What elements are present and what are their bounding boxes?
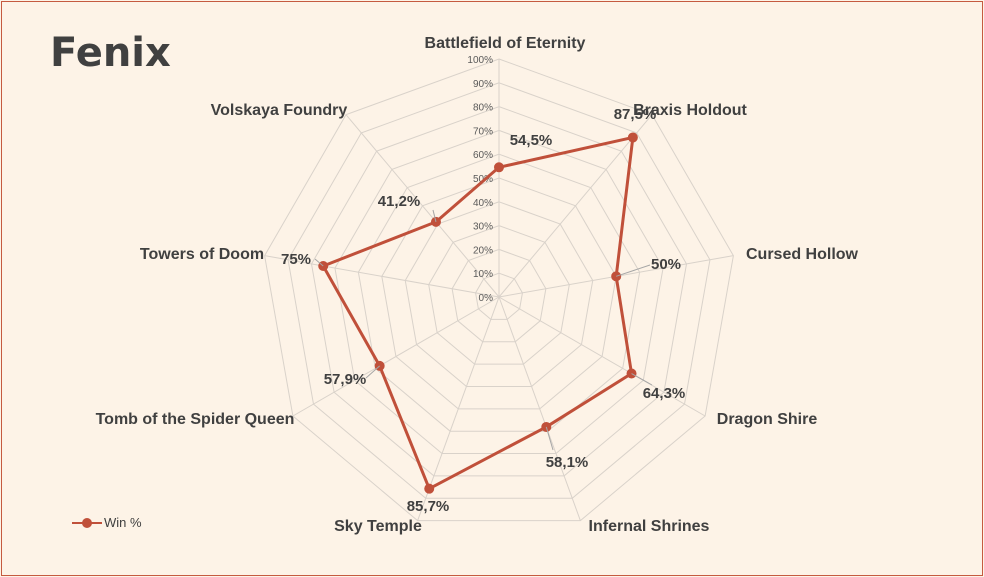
label-leader-line (631, 373, 653, 386)
legend-marker-icon (72, 517, 102, 529)
category-label: Braxis Holdout (633, 102, 747, 119)
tick-label: 20% (473, 245, 493, 256)
grid-ring (475, 272, 523, 320)
legend-label: Win % (104, 515, 142, 530)
category-label: Volskaya Foundry (211, 102, 348, 119)
tick-label: 100% (467, 55, 493, 66)
category-label: Dragon Shire (717, 411, 818, 428)
tick-label: 70% (473, 126, 493, 137)
tick-label: 0% (479, 293, 494, 304)
tick-label: 10% (473, 269, 493, 280)
grid-ring (428, 225, 570, 365)
tick-label: 90% (473, 79, 493, 90)
grid-spoke (417, 296, 500, 521)
data-label: 57,9% (324, 371, 367, 388)
data-label: 50% (651, 256, 681, 273)
data-label: 64,3% (643, 385, 686, 402)
data-label: 41,2% (378, 193, 421, 210)
category-label: Cursed Hollow (746, 246, 859, 263)
data-label: 85,7% (407, 498, 450, 515)
label-leader-line (616, 264, 651, 277)
grid-spoke (345, 114, 500, 298)
grid-ring (264, 58, 734, 522)
data-point (494, 162, 504, 173)
data-label: 54,5% (510, 132, 553, 149)
grid-ring (404, 201, 594, 387)
grid-ring (381, 177, 617, 410)
data-point (424, 483, 435, 494)
label-leader-line (314, 258, 324, 267)
tick-label: 80% (473, 103, 493, 114)
grid-ring (357, 153, 641, 432)
tick-label: 60% (473, 150, 493, 161)
grid-ring (287, 82, 711, 499)
grid-ring (451, 248, 547, 343)
grid-spoke (498, 296, 706, 417)
label-leader-line (432, 209, 437, 223)
data-point (627, 132, 638, 143)
data-label: 58,1% (546, 454, 589, 471)
data-label: 87,5% (614, 106, 657, 123)
series-line (321, 135, 635, 491)
category-label: Infernal Shrines (589, 518, 710, 535)
tick-label: 30% (473, 222, 493, 233)
label-leader-line (365, 365, 380, 379)
legend: Win % (72, 515, 142, 530)
chart-title: Fenix (50, 30, 171, 76)
category-label: Tomb of the Spider Queen (96, 411, 295, 428)
category-label: Sky Temple (334, 518, 422, 535)
category-label: Towers of Doom (140, 246, 264, 263)
grid-spoke (264, 255, 500, 298)
grid-spoke (498, 296, 581, 521)
grid-spoke (292, 296, 500, 417)
data-label: 75% (281, 251, 311, 268)
grid-spoke (498, 114, 653, 298)
grid-ring (310, 106, 688, 477)
tick-label: 40% (473, 198, 493, 209)
category-label: Battlefield of Eternity (425, 35, 586, 52)
label-leader-line (545, 426, 554, 451)
legend-dot (82, 517, 92, 528)
